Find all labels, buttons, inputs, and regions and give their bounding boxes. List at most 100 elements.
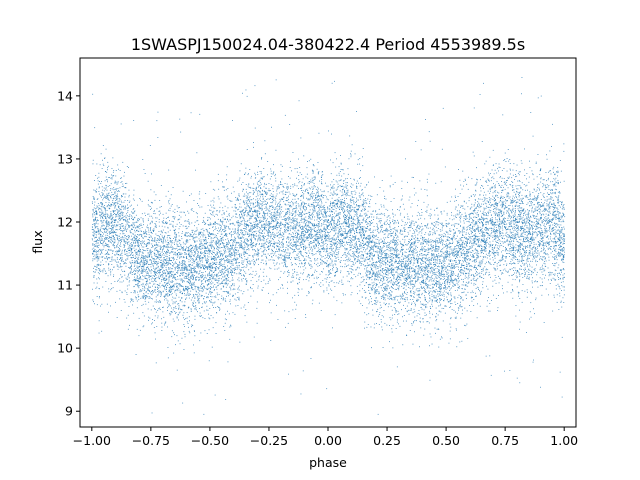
- data-point: [148, 269, 150, 271]
- data-point: [515, 176, 516, 178]
- data-point: [401, 259, 403, 260]
- data-point: [369, 257, 370, 259]
- data-point: [97, 206, 99, 208]
- data-point: [416, 300, 417, 302]
- data-point: [429, 284, 431, 286]
- data-point: [179, 267, 181, 269]
- data-point: [405, 252, 407, 253]
- data-point: [477, 269, 478, 270]
- data-point: [545, 253, 546, 255]
- data-point: [280, 232, 281, 234]
- data-point: [155, 287, 157, 288]
- data-point: [278, 267, 280, 269]
- data-point: [361, 215, 363, 217]
- data-point: [284, 231, 286, 233]
- data-point: [502, 232, 504, 234]
- data-point: [318, 240, 320, 242]
- data-point: [483, 188, 484, 189]
- data-point: [520, 216, 522, 218]
- data-point: [237, 197, 239, 199]
- data-point: [299, 227, 301, 229]
- data-point: [505, 256, 507, 258]
- data-point: [266, 207, 268, 209]
- data-point: [249, 233, 251, 235]
- data-point: [161, 259, 163, 261]
- data-point: [395, 328, 397, 329]
- data-point: [191, 272, 192, 274]
- data-point: [433, 295, 435, 297]
- data-point: [532, 173, 534, 175]
- data-point: [554, 274, 556, 276]
- data-point: [536, 221, 538, 223]
- data-point: [363, 209, 365, 211]
- data-point: [140, 297, 142, 299]
- data-point: [275, 195, 277, 197]
- data-point: [557, 175, 558, 177]
- data-point: [219, 260, 221, 262]
- data-point: [542, 274, 544, 275]
- data-point: [198, 245, 200, 247]
- data-point: [320, 236, 322, 238]
- data-point: [435, 280, 437, 281]
- data-point: [174, 307, 176, 309]
- data-point: [270, 193, 272, 195]
- data-point: [536, 274, 538, 276]
- data-point: [403, 208, 405, 210]
- data-point: [230, 267, 232, 269]
- data-point: [405, 267, 406, 268]
- data-point: [550, 192, 551, 194]
- data-point: [323, 247, 325, 249]
- data-point: [231, 272, 233, 273]
- data-point: [425, 281, 426, 283]
- data-point: [561, 258, 563, 260]
- data-point: [127, 221, 129, 223]
- data-point: [492, 176, 494, 178]
- data-point: [508, 236, 510, 238]
- data-point: [184, 268, 186, 270]
- data-point: [387, 285, 389, 287]
- data-point: [512, 253, 514, 255]
- data-point: [101, 186, 103, 188]
- data-point: [353, 256, 355, 258]
- data-point: [448, 254, 450, 256]
- data-point: [453, 285, 455, 287]
- data-point: [95, 230, 97, 232]
- data-point: [114, 237, 115, 239]
- data-point: [157, 317, 159, 319]
- data-point: [235, 244, 237, 246]
- data-point: [262, 216, 264, 218]
- data-point: [222, 207, 224, 209]
- data-point: [359, 214, 361, 216]
- data-point: [448, 253, 449, 255]
- data-point: [272, 201, 274, 203]
- data-point: [546, 237, 548, 238]
- data-point: [537, 218, 539, 220]
- data-point: [340, 202, 342, 204]
- data-point: [367, 217, 369, 219]
- data-point: [188, 274, 189, 276]
- data-point: [538, 252, 540, 254]
- data-point: [252, 226, 254, 228]
- data-point: [389, 233, 391, 235]
- data-point: [409, 249, 411, 251]
- data-point: [416, 237, 418, 239]
- data-point: [245, 89, 247, 91]
- data-point: [111, 258, 113, 260]
- data-point: [347, 221, 349, 223]
- data-point: [98, 251, 100, 253]
- data-point: [351, 195, 353, 197]
- data-point: [278, 258, 279, 260]
- data-point: [377, 247, 379, 249]
- data-point: [410, 224, 412, 226]
- data-point: [539, 277, 541, 279]
- data-point: [411, 267, 412, 269]
- data-point: [333, 238, 335, 240]
- data-point: [243, 224, 245, 226]
- data-point: [182, 314, 184, 316]
- data-point: [232, 259, 234, 261]
- data-point: [92, 210, 94, 212]
- data-point: [132, 280, 134, 282]
- data-point: [517, 260, 519, 262]
- data-point: [232, 272, 234, 273]
- data-point: [158, 270, 160, 272]
